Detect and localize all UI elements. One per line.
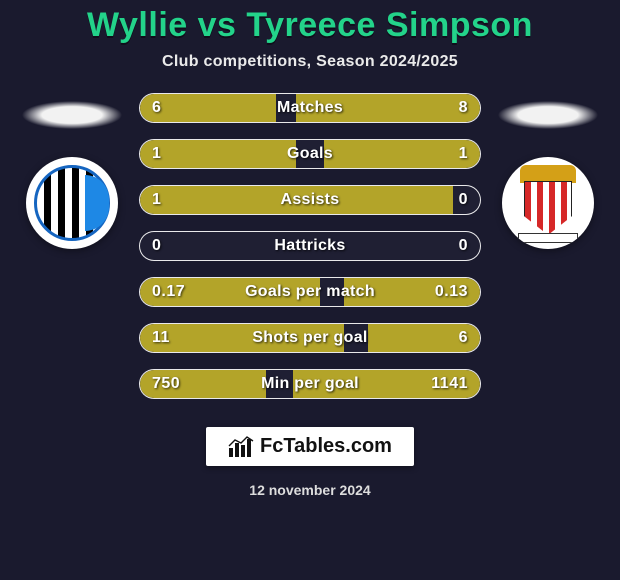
crest-icon: [34, 165, 110, 241]
branding-badge: FcTables.com: [206, 427, 414, 466]
branding-text: FcTables.com: [260, 435, 392, 458]
stat-row: 116Shots per goal: [139, 323, 481, 353]
banner-icon: [518, 233, 578, 243]
stat-value-right: 1: [459, 145, 468, 163]
left-player-column: [17, 89, 127, 399]
right-club-crest: [502, 157, 594, 249]
stat-fill-left: [140, 324, 344, 352]
horse-icon: [86, 189, 104, 217]
chart-icon: [228, 436, 254, 458]
main-layout: 68Matches11Goals10Assists00Hattricks0.17…: [0, 89, 620, 399]
stat-value-right: 1141: [431, 375, 468, 393]
right-player-column: [493, 89, 603, 399]
stat-row: 68Matches: [139, 93, 481, 123]
stat-fill-right: [296, 94, 480, 122]
stat-row: 7501141Min per goal: [139, 369, 481, 399]
stat-value-left: 11: [152, 329, 170, 347]
stat-value-right: 6: [459, 329, 468, 347]
stat-value-left: 1: [152, 191, 161, 209]
stat-value-left: 0.17: [152, 283, 185, 301]
stat-label: Hattricks: [140, 237, 480, 255]
stat-fill-right: [324, 140, 480, 168]
stat-value-right: 0: [459, 191, 468, 209]
left-club-crest: [26, 157, 118, 249]
page-title: Wyllie vs Tyreece Simpson: [87, 6, 533, 45]
stat-row: 10Assists: [139, 185, 481, 215]
stat-row: 11Goals: [139, 139, 481, 169]
stats-rows: 68Matches11Goals10Assists00Hattricks0.17…: [139, 89, 481, 399]
stat-value-left: 6: [152, 99, 161, 117]
comparison-card: Wyllie vs Tyreece Simpson Club competiti…: [0, 0, 620, 580]
date-text: 12 november 2024: [249, 482, 370, 498]
stat-fill-left: [140, 186, 453, 214]
page-subtitle: Club competitions, Season 2024/2025: [162, 53, 458, 71]
stat-value-right: 0.13: [435, 283, 468, 301]
stat-value-left: 750: [152, 375, 180, 393]
stat-fill-left: [140, 140, 296, 168]
stat-value-left: 0: [152, 237, 161, 255]
shield-icon: [524, 181, 572, 235]
player-silhouette-left: [22, 95, 122, 135]
stat-value-right: 0: [459, 237, 468, 255]
stat-row: 0.170.13Goals per match: [139, 277, 481, 307]
crown-icon: [520, 165, 576, 183]
stat-value-left: 1: [152, 145, 161, 163]
stat-row: 0 0Hattricks: [139, 231, 481, 261]
crest-icon: [510, 163, 586, 243]
player-silhouette-right: [498, 95, 598, 135]
stat-value-right: 8: [459, 99, 468, 117]
